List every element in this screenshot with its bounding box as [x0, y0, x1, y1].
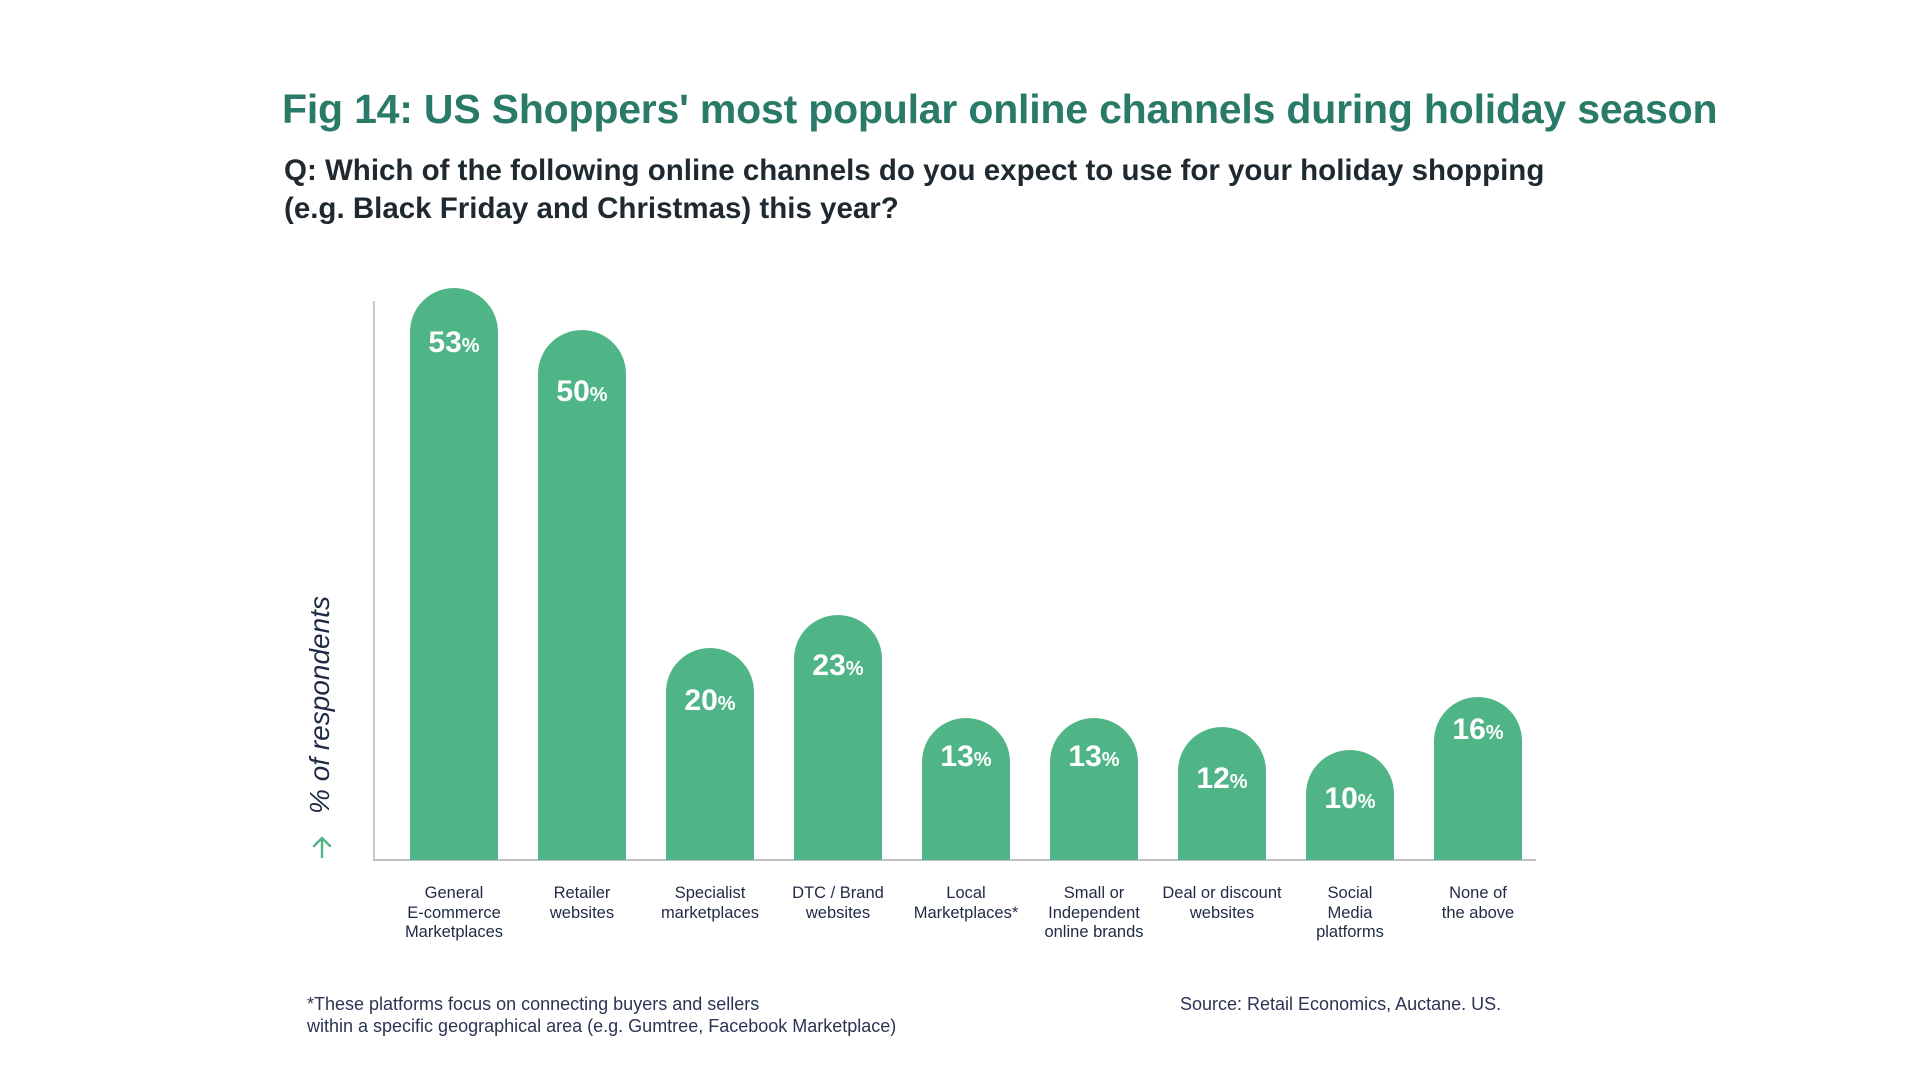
x-axis-category-label: DTC / Brand websites: [774, 884, 902, 923]
category-label-line: Small or: [1063, 884, 1125, 902]
category-label-line: E-commerce: [407, 903, 501, 922]
x-axis-category-label: Social Media platforms: [1286, 884, 1414, 943]
x-axis-category-label: Deal or discount websites: [1158, 884, 1286, 923]
category-label-line: Marketplaces: [404, 923, 504, 941]
bar-value-number: 53: [428, 326, 462, 359]
bar-value-label: 12%: [1178, 762, 1266, 796]
bar-value-percent: %: [1229, 771, 1248, 793]
x-axis-line: [373, 859, 1536, 861]
bar: 13%: [1050, 718, 1138, 860]
bar: 50%: [538, 330, 626, 860]
category-label-line: Independent: [1048, 903, 1140, 922]
bar-value-label: 10%: [1306, 782, 1394, 816]
footnote-line-2: within a specific geographical area (e.g…: [307, 1016, 897, 1036]
category-label-line: Specialist: [674, 884, 746, 902]
bar: 23%: [794, 615, 882, 860]
category-label-line: Social: [1327, 884, 1373, 902]
bar-value-percent: %: [973, 749, 992, 771]
category-label-line: online brands: [1044, 923, 1144, 941]
bar-value-percent: %: [589, 384, 608, 406]
category-label-line: websites: [1189, 903, 1255, 922]
x-axis-category-label: Local Marketplaces*: [902, 884, 1030, 923]
footnote-line-1: *These platforms focus on connecting buy…: [307, 994, 760, 1014]
question-line-2: (e.g. Black Friday and Christmas) this y…: [284, 192, 899, 225]
bar-value-number: 50: [556, 375, 590, 408]
bar-value-percent: %: [717, 693, 736, 715]
bar-value-percent: %: [845, 658, 864, 680]
category-label-line: Media: [1327, 903, 1373, 922]
source-note: Source: Retail Economics, Auctane. US.: [1180, 994, 1502, 1014]
y-axis-label: % of respondents: [304, 596, 335, 814]
bar-value-number: 12: [1196, 762, 1230, 795]
category-label-line: General: [424, 884, 484, 902]
bar-value-number: 13: [1068, 740, 1102, 773]
category-label-line: Deal or discount: [1162, 884, 1282, 902]
bar-value-label: 16%: [1434, 713, 1522, 747]
bar-value-label: 53%: [410, 326, 498, 360]
category-label-line: the above: [1441, 903, 1515, 922]
bar-value-percent: %: [1101, 749, 1120, 771]
bar-value-number: 13: [940, 740, 974, 773]
x-axis-category-label: Retailer websites: [518, 884, 646, 923]
x-axis-category-label: General E-commerce Marketplaces: [390, 884, 518, 943]
bar-value-label: 13%: [922, 740, 1010, 774]
bar: 10%: [1306, 750, 1394, 860]
category-label-line: websites: [549, 903, 615, 922]
bar-value-percent: %: [461, 335, 480, 357]
bar-value-number: 10: [1324, 782, 1358, 815]
category-label-line: Local: [946, 884, 986, 902]
chart-question: Q: Which of the following online channel…: [284, 152, 1684, 228]
arrow-up-icon: [312, 836, 332, 858]
bar-value-number: 23: [812, 649, 846, 682]
bar-value-percent: %: [1357, 791, 1376, 813]
bar: 20%: [666, 648, 754, 860]
category-label-line: Marketplaces*: [913, 903, 1019, 922]
bar: 53%: [410, 288, 498, 860]
bar-value-label: 20%: [666, 684, 754, 718]
y-axis-line: [373, 301, 375, 861]
question-line-1: Q: Which of the following online channel…: [284, 154, 1545, 187]
footnote: *These platforms focus on connecting buy…: [307, 993, 896, 1037]
category-label-line: platforms: [1316, 923, 1384, 941]
bar-value-label: 13%: [1050, 740, 1138, 774]
bar-value-percent: %: [1485, 722, 1504, 744]
x-axis-category-label: None of the above: [1414, 884, 1542, 923]
bar: 13%: [922, 718, 1010, 860]
category-label-line: DTC / Brand: [792, 884, 884, 902]
bar-value-number: 20: [684, 684, 718, 717]
bar: 16%: [1434, 697, 1522, 860]
category-label-line: None of: [1449, 884, 1507, 902]
x-axis-category-label: Small or Independent online brands: [1030, 884, 1158, 943]
category-label-line: marketplaces: [660, 903, 760, 922]
chart-title: Fig 14: US Shoppers' most popular online…: [282, 86, 1718, 132]
bar-value-label: 50%: [538, 375, 626, 409]
category-label-line: Retailer: [553, 884, 611, 902]
category-label-line: websites: [805, 903, 871, 922]
x-axis-category-label: Specialist marketplaces: [646, 884, 774, 923]
bar-value-label: 23%: [794, 649, 882, 683]
bar: 12%: [1178, 727, 1266, 860]
bar-value-number: 16: [1452, 713, 1486, 746]
